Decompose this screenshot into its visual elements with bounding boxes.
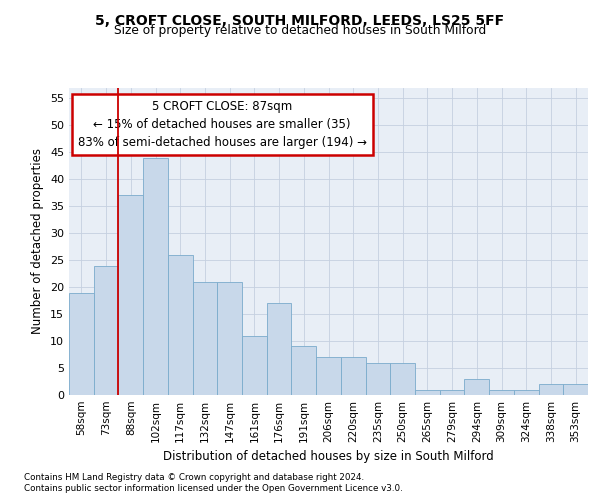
Bar bbox=[514, 390, 539, 395]
X-axis label: Distribution of detached houses by size in South Milford: Distribution of detached houses by size … bbox=[163, 450, 494, 464]
Bar bbox=[292, 346, 316, 395]
Bar bbox=[69, 292, 94, 395]
Bar bbox=[316, 357, 341, 395]
Text: Contains HM Land Registry data © Crown copyright and database right 2024.: Contains HM Land Registry data © Crown c… bbox=[24, 472, 364, 482]
Text: Size of property relative to detached houses in South Milford: Size of property relative to detached ho… bbox=[114, 24, 486, 37]
Text: 5, CROFT CLOSE, SOUTH MILFORD, LEEDS, LS25 5FF: 5, CROFT CLOSE, SOUTH MILFORD, LEEDS, LS… bbox=[95, 14, 505, 28]
Bar bbox=[242, 336, 267, 395]
Text: 5 CROFT CLOSE: 87sqm
← 15% of detached houses are smaller (35)
83% of semi-detac: 5 CROFT CLOSE: 87sqm ← 15% of detached h… bbox=[77, 100, 367, 149]
Bar bbox=[341, 357, 365, 395]
Bar bbox=[365, 362, 390, 395]
Bar bbox=[118, 196, 143, 395]
Bar bbox=[217, 282, 242, 395]
Bar bbox=[94, 266, 118, 395]
Bar bbox=[489, 390, 514, 395]
Bar bbox=[390, 362, 415, 395]
Bar bbox=[539, 384, 563, 395]
Text: Contains public sector information licensed under the Open Government Licence v3: Contains public sector information licen… bbox=[24, 484, 403, 493]
Bar bbox=[193, 282, 217, 395]
Bar bbox=[464, 379, 489, 395]
Bar bbox=[563, 384, 588, 395]
Bar bbox=[143, 158, 168, 395]
Bar bbox=[267, 304, 292, 395]
Bar bbox=[415, 390, 440, 395]
Bar bbox=[168, 254, 193, 395]
Y-axis label: Number of detached properties: Number of detached properties bbox=[31, 148, 44, 334]
Bar bbox=[440, 390, 464, 395]
